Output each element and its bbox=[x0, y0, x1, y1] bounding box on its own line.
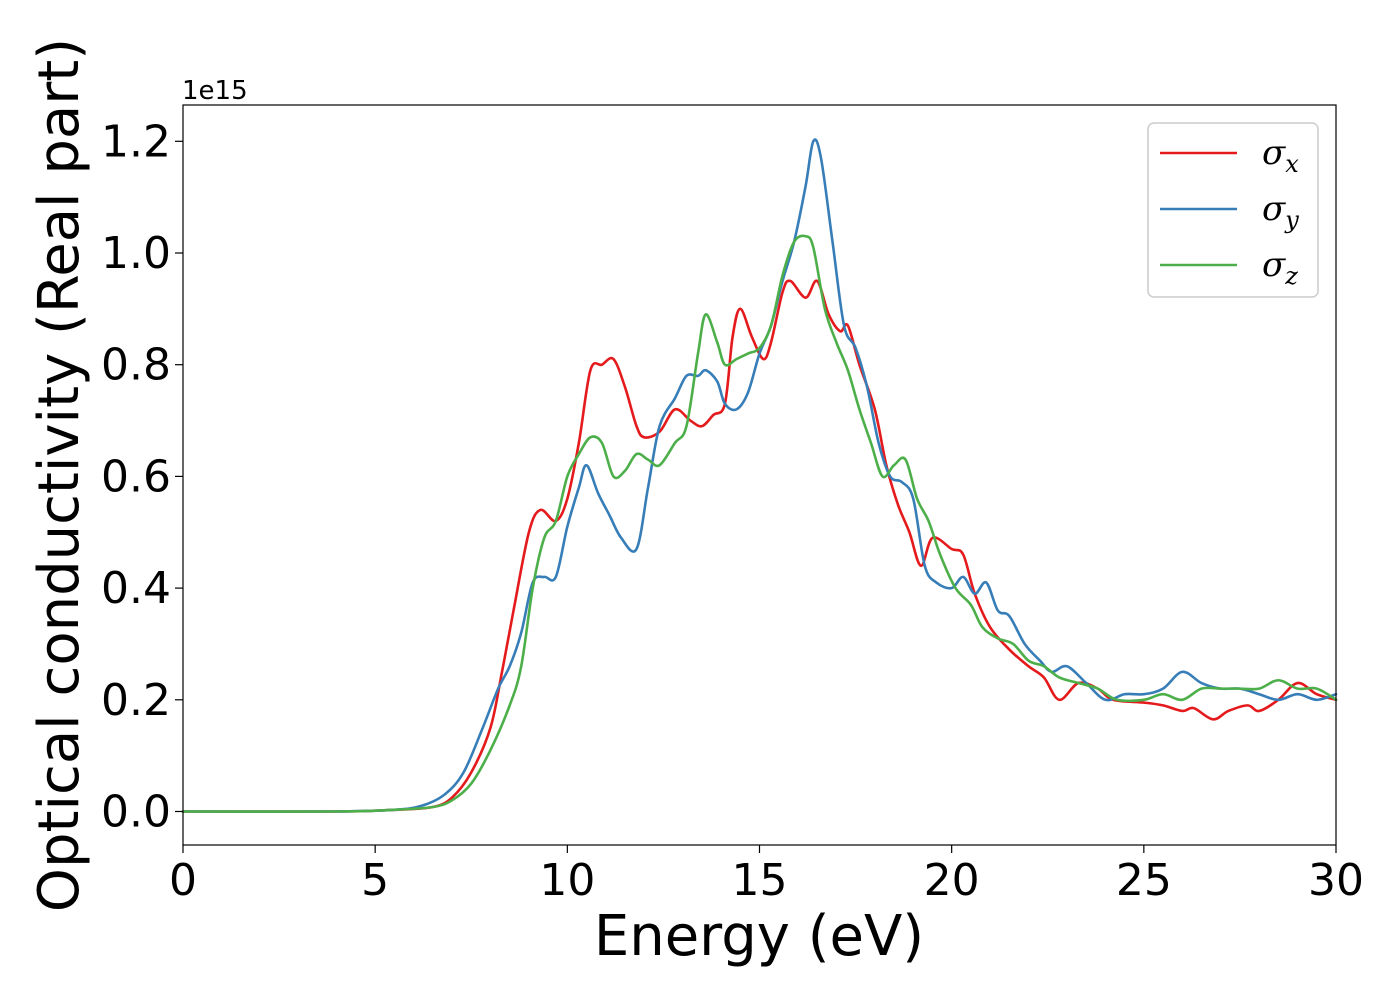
x-tick-label: 5 bbox=[361, 855, 389, 906]
x-tick-label: 10 bbox=[539, 855, 595, 906]
y-axis-label: Optical conductivity (Real part) bbox=[27, 38, 92, 912]
y-tick-label: 0.4 bbox=[101, 563, 171, 614]
plot-background bbox=[183, 105, 1336, 845]
y-tick-label: 1.0 bbox=[101, 228, 171, 279]
y-tick-label: 0.8 bbox=[101, 340, 171, 391]
legend-label-symbol: σ bbox=[1262, 133, 1286, 173]
legend-label-symbol: σ bbox=[1262, 245, 1286, 285]
y-tick-label: 0.0 bbox=[101, 786, 171, 837]
legend-label: σz bbox=[1262, 245, 1298, 290]
legend-label: σy bbox=[1262, 189, 1299, 234]
legend-label-symbol: σ bbox=[1262, 189, 1286, 229]
x-axis-ticks: 0 5 10 15 20 25 30 bbox=[169, 845, 1364, 906]
x-tick-label: 15 bbox=[732, 855, 788, 906]
y-tick-label: 1.2 bbox=[101, 116, 171, 167]
x-tick-label: 25 bbox=[1116, 855, 1172, 906]
legend-entry-sigma-y: σy bbox=[1160, 189, 1299, 234]
y-offset-label: 1e15 bbox=[182, 76, 248, 106]
legend-label-subscript: x bbox=[1285, 150, 1299, 178]
x-tick-label: 30 bbox=[1308, 855, 1364, 906]
x-tick-label: 0 bbox=[169, 855, 197, 906]
x-tick-label: 20 bbox=[924, 855, 980, 906]
y-tick-label: 0.6 bbox=[101, 451, 171, 502]
series-lines bbox=[181, 138, 1338, 813]
legend-label-subscript: z bbox=[1284, 262, 1298, 290]
legend-entry-sigma-z: σz bbox=[1160, 245, 1298, 290]
legend-entry-sigma-x: σx bbox=[1160, 133, 1299, 178]
y-tick-label: 0.2 bbox=[101, 675, 171, 726]
legend-label-subscript: y bbox=[1284, 206, 1299, 234]
legend-label: σx bbox=[1262, 133, 1299, 178]
series-line-sigma-x bbox=[181, 279, 1338, 813]
x-axis-label: Energy (eV) bbox=[594, 904, 924, 969]
y-axis-ticks: 0.0 0.2 0.4 0.6 0.8 1.0 1.2 bbox=[101, 116, 183, 837]
series-line-sigma-z bbox=[181, 234, 1338, 813]
series-line-sigma-y bbox=[181, 138, 1338, 813]
